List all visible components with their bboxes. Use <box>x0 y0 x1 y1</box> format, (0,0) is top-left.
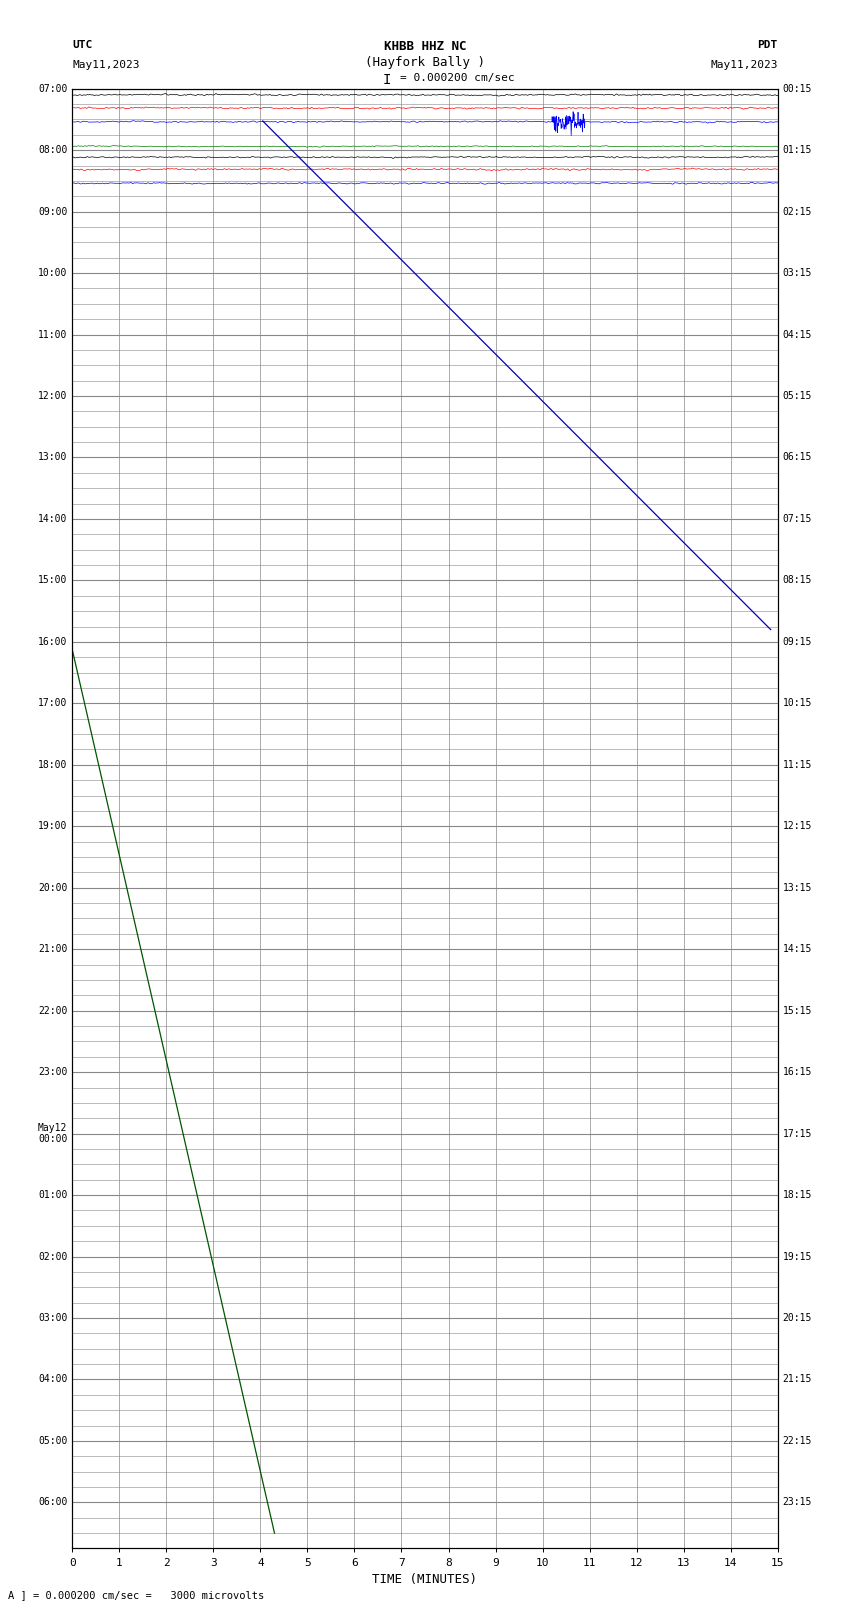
Text: May11,2023: May11,2023 <box>711 60 778 69</box>
Text: UTC: UTC <box>72 40 93 50</box>
X-axis label: TIME (MINUTES): TIME (MINUTES) <box>372 1573 478 1586</box>
Text: KHBB HHZ NC: KHBB HHZ NC <box>383 40 467 53</box>
Text: PDT: PDT <box>757 40 778 50</box>
Text: May11,2023: May11,2023 <box>72 60 139 69</box>
Text: A ] = 0.000200 cm/sec =   3000 microvolts: A ] = 0.000200 cm/sec = 3000 microvolts <box>8 1590 264 1600</box>
Text: = 0.000200 cm/sec: = 0.000200 cm/sec <box>400 73 514 82</box>
Text: I: I <box>382 73 391 87</box>
Text: (Hayfork Bally ): (Hayfork Bally ) <box>365 56 485 69</box>
